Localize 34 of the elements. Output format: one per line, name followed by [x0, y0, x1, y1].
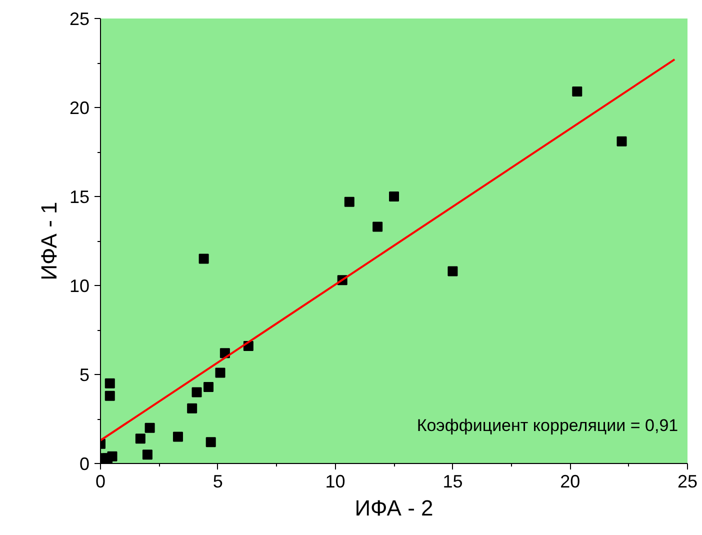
point — [187, 403, 198, 414]
x-tick-label: 0 — [95, 472, 106, 492]
annotation: Коэффициент корреляции = 0,91 — [416, 416, 678, 436]
point — [172, 432, 183, 442]
y-tick-label: 0 — [79, 454, 90, 474]
point — [572, 86, 582, 96]
y-axis-title: ИФА - 1 — [36, 202, 62, 280]
x-tick-label: 10 — [325, 472, 346, 492]
point — [206, 437, 216, 448]
point — [372, 222, 383, 232]
x-axis-title: ИФА - 2 — [354, 496, 434, 520]
point — [135, 434, 146, 444]
point — [215, 368, 226, 378]
point — [104, 378, 115, 388]
point — [144, 422, 155, 433]
y-tick-label: 5 — [79, 365, 90, 385]
point — [142, 450, 152, 460]
y-tick-label: 25 — [69, 9, 90, 29]
x-tick-label: 25 — [677, 472, 698, 492]
point — [344, 196, 354, 207]
point — [107, 451, 118, 462]
point — [448, 266, 458, 276]
point — [104, 390, 115, 401]
point — [204, 382, 214, 392]
x-tick-label: 15 — [442, 472, 463, 492]
x-tick-label: 5 — [212, 472, 223, 492]
x-tick-label: 20 — [560, 472, 580, 492]
y-tick-label: 20 — [69, 98, 90, 118]
y-tick-label: 10 — [69, 276, 90, 296]
y-tick-label: 15 — [69, 187, 90, 207]
point — [389, 192, 399, 202]
point — [198, 254, 209, 264]
point — [616, 136, 627, 146]
point — [192, 387, 202, 398]
